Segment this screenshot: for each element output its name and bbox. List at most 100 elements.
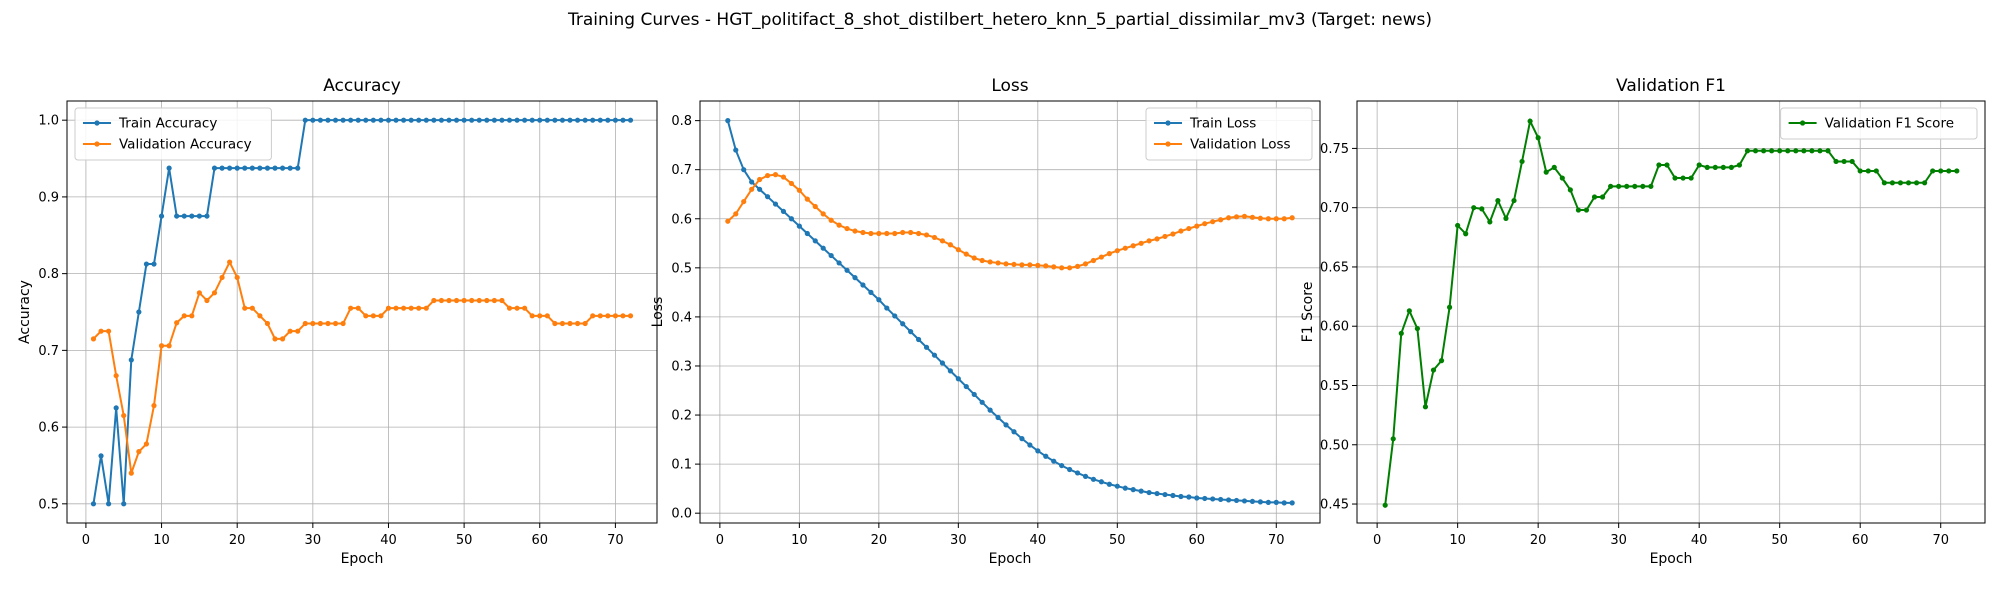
data-point	[416, 305, 422, 311]
data-point	[287, 165, 293, 171]
data-point	[828, 217, 834, 223]
data-point	[408, 305, 414, 311]
data-point	[393, 117, 399, 123]
data-point	[522, 305, 528, 311]
data-point	[189, 313, 195, 319]
data-point	[1273, 216, 1279, 222]
data-point	[1249, 214, 1256, 220]
data-point	[892, 313, 898, 319]
figure-title: Training Curves - HGT_politifact_8_shot_…	[567, 10, 1432, 30]
data-point	[529, 313, 535, 319]
data-point	[348, 305, 354, 311]
data-point	[143, 441, 150, 447]
data-point	[1122, 485, 1128, 491]
data-point	[537, 117, 543, 123]
data-point	[788, 180, 795, 187]
data-point	[1082, 261, 1089, 267]
data-point	[1106, 251, 1112, 257]
data-point	[370, 117, 376, 123]
data-point	[166, 165, 172, 171]
data-point	[106, 501, 112, 507]
data-point	[242, 305, 248, 311]
subplot-title: Accuracy	[323, 76, 401, 96]
x-tick-label: 70	[607, 533, 624, 548]
x-tick-label: 0	[716, 533, 724, 548]
data-point	[1043, 263, 1049, 269]
data-point	[348, 117, 354, 123]
data-point	[1519, 158, 1525, 165]
data-point	[947, 242, 953, 248]
data-point	[552, 117, 558, 123]
data-point	[1154, 236, 1160, 242]
data-point	[1202, 221, 1208, 227]
data-point	[453, 297, 460, 304]
data-point	[620, 313, 626, 319]
subplot-accuracy: 0 10 20 30 40 50 60 70 0.5 0.6 0.7 0.8 0.9 1.0 Accurac…	[17, 76, 658, 567]
data-point	[1503, 215, 1509, 221]
data-point	[620, 117, 626, 123]
data-point	[1146, 489, 1152, 496]
data-point	[868, 230, 874, 237]
data-point	[1225, 497, 1232, 503]
data-point	[605, 117, 611, 123]
series-line	[726, 120, 1293, 504]
data-point	[1281, 216, 1287, 222]
legend-box	[74, 107, 272, 161]
data-point	[264, 320, 271, 327]
data-point	[1241, 498, 1248, 504]
data-point	[590, 117, 596, 123]
legend-swatch-marker	[1165, 141, 1171, 147]
data-point	[98, 453, 104, 459]
data-point	[143, 261, 150, 267]
data-point	[552, 320, 558, 327]
data-point	[1114, 483, 1120, 489]
x-tick-label: 40	[1691, 533, 1708, 548]
data-point	[1178, 493, 1184, 500]
data-point	[1186, 225, 1192, 232]
data-point	[385, 117, 392, 123]
x-tick-label: 10	[791, 533, 808, 548]
data-point	[204, 297, 210, 304]
data-point	[1825, 148, 1831, 154]
data-point	[90, 336, 97, 342]
data-point	[227, 165, 233, 171]
data-point	[113, 405, 119, 411]
data-point	[1841, 158, 1847, 165]
data-point	[844, 267, 850, 273]
x-tick-label: 10	[153, 533, 170, 548]
x-tick-label: 10	[1449, 533, 1466, 548]
data-point	[522, 117, 528, 123]
data-point	[476, 297, 482, 304]
data-point	[272, 336, 278, 342]
data-point	[1511, 197, 1517, 204]
data-point	[915, 336, 922, 343]
data-point	[1608, 183, 1614, 189]
data-point	[310, 320, 316, 327]
data-point	[219, 274, 225, 281]
data-point	[963, 383, 969, 390]
data-point	[1793, 148, 1799, 154]
y-tick-label: 0.7	[671, 163, 692, 178]
data-point	[995, 260, 1001, 266]
data-point	[1186, 494, 1192, 500]
data-point	[121, 412, 127, 419]
data-point	[1154, 490, 1160, 497]
data-point	[725, 118, 731, 124]
data-point	[1801, 148, 1807, 154]
series-train-accuracy	[90, 117, 634, 507]
y-tick-label: 0.5	[671, 261, 692, 276]
subplot-validation-f1: 0 10 20 30 40 50 60 70 0.45 0.50 0.55 0.60 0.65 0.70 0…	[1300, 76, 1986, 567]
data-point	[1479, 206, 1485, 212]
data-point	[1897, 180, 1904, 186]
data-point	[514, 117, 520, 123]
data-point	[1913, 180, 1920, 186]
data-point	[1599, 194, 1606, 200]
data-point	[514, 305, 520, 311]
data-point	[128, 470, 134, 476]
data-point	[1946, 168, 1952, 174]
data-point	[453, 117, 460, 123]
y-axis-label: Loss	[650, 297, 666, 328]
data-point	[423, 117, 429, 123]
legend-swatch-marker	[94, 120, 100, 126]
data-point	[174, 213, 180, 219]
